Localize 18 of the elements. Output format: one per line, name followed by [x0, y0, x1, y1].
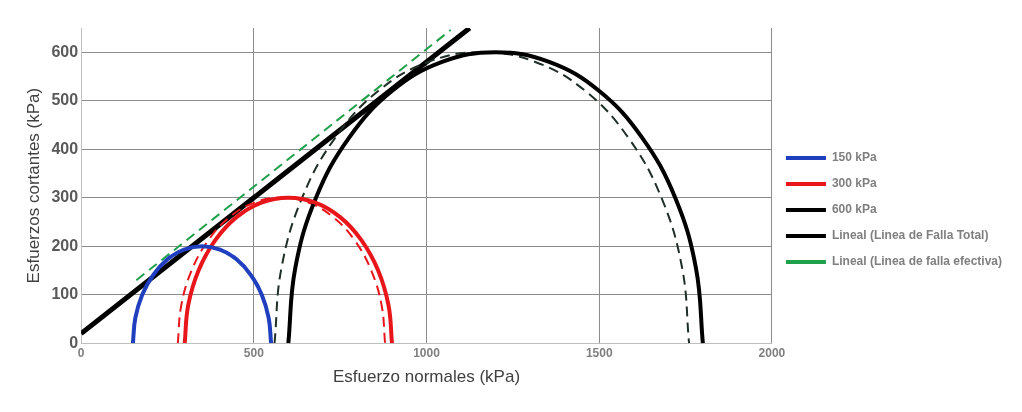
y-tick-label: 400: [51, 139, 79, 157]
line-series: [130, 244, 274, 344]
y-tick-label: 300: [51, 188, 79, 206]
legend-label: 300 kPa: [831, 176, 877, 191]
x-tick-label: 2000: [758, 345, 786, 360]
legend-label: 150 kPa: [831, 150, 877, 165]
x-tick-label: 1000: [413, 345, 441, 360]
y-tick-label: 200: [51, 236, 79, 254]
x-tick-label: 1500: [585, 345, 613, 360]
x-axis-title: Esfuerzo normales (kPa): [332, 367, 521, 387]
legend-label: Lineal (Linea de Falla Total): [831, 228, 989, 243]
y-axis-title: Esfuerzos cortantes (kPa): [23, 87, 43, 284]
x-tick-label: 500: [243, 345, 265, 360]
y-tick-label: 100: [51, 285, 79, 303]
legend-label: 600 kPa: [831, 202, 877, 217]
legend-label: Lineal (Linea de falla efectiva): [831, 254, 1003, 269]
y-tick-label: 600: [51, 42, 79, 60]
y-tick-label: 500: [51, 91, 79, 109]
